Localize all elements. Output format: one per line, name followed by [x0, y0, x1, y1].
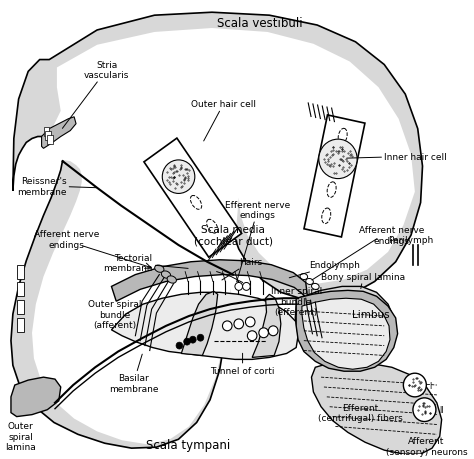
Circle shape: [162, 161, 195, 194]
Polygon shape: [311, 364, 442, 454]
Text: Outer
spiral
lamina: Outer spiral lamina: [5, 421, 36, 451]
Ellipse shape: [300, 274, 308, 280]
Text: Scala vestibuli: Scala vestibuli: [217, 17, 302, 29]
Text: Outer spiral
bundle
(afferent): Outer spiral bundle (afferent): [88, 299, 141, 329]
Polygon shape: [11, 13, 422, 448]
Bar: [47, 135, 53, 145]
Bar: [17, 283, 24, 297]
Text: Perilymph: Perilymph: [388, 235, 434, 244]
Text: Outer hair cell: Outer hair cell: [191, 100, 256, 142]
Circle shape: [176, 342, 183, 349]
Bar: [17, 318, 24, 332]
Text: Efferent nerve
endings: Efferent nerve endings: [225, 200, 291, 282]
Text: Afferent nerve
endings: Afferent nerve endings: [34, 230, 99, 249]
Circle shape: [403, 373, 426, 397]
Text: Scala tympani: Scala tympani: [146, 438, 230, 451]
Polygon shape: [11, 377, 61, 417]
Polygon shape: [32, 29, 415, 444]
Polygon shape: [111, 260, 308, 302]
Text: Endolymph: Endolymph: [289, 261, 360, 278]
Polygon shape: [182, 292, 218, 356]
Polygon shape: [295, 287, 394, 358]
Ellipse shape: [311, 284, 319, 290]
Ellipse shape: [306, 279, 313, 285]
Text: Tunnel of corti: Tunnel of corti: [210, 353, 275, 375]
Text: Limbus: Limbus: [352, 309, 390, 319]
Circle shape: [268, 326, 278, 336]
Text: Efferent
(centrifugal) fibers: Efferent (centrifugal) fibers: [318, 403, 403, 422]
Text: Afferent nerve
endings: Afferent nerve endings: [359, 226, 425, 245]
Polygon shape: [296, 291, 398, 371]
Bar: [46, 131, 51, 141]
Circle shape: [246, 317, 255, 327]
Circle shape: [184, 338, 191, 345]
Polygon shape: [302, 299, 390, 369]
Text: Tectorial
membrane: Tectorial membrane: [103, 253, 188, 273]
Circle shape: [259, 328, 268, 338]
Circle shape: [319, 140, 357, 179]
Circle shape: [190, 336, 196, 343]
Circle shape: [247, 331, 257, 341]
Text: Inner hair cell: Inner hair cell: [347, 152, 447, 162]
Text: Bony spiral lamina: Bony spiral lamina: [321, 273, 405, 289]
Polygon shape: [252, 295, 281, 358]
Bar: [17, 265, 24, 279]
Text: II: II: [439, 405, 443, 414]
Text: Scala media
(cochlear duct): Scala media (cochlear duct): [193, 225, 273, 246]
Text: Inner spiral
bundle
(efferent): Inner spiral bundle (efferent): [271, 287, 322, 316]
Text: Afferent
(sensory) neurons: Afferent (sensory) neurons: [385, 437, 467, 456]
Text: Reissner's
membrane: Reissner's membrane: [17, 177, 96, 196]
Text: I: I: [429, 381, 431, 390]
Polygon shape: [304, 116, 365, 237]
Bar: [17, 301, 24, 314]
Circle shape: [234, 319, 244, 329]
Text: Basilar
membrane: Basilar membrane: [109, 354, 158, 393]
Text: Hairs: Hairs: [222, 257, 262, 280]
Circle shape: [413, 398, 436, 422]
Circle shape: [243, 283, 250, 291]
Polygon shape: [42, 118, 76, 149]
Ellipse shape: [161, 271, 171, 279]
Polygon shape: [111, 293, 298, 359]
Ellipse shape: [155, 265, 164, 273]
Bar: [44, 127, 49, 137]
Circle shape: [235, 283, 243, 291]
Ellipse shape: [167, 276, 176, 284]
Circle shape: [197, 335, 204, 341]
Text: Stria
vascularis: Stria vascularis: [63, 61, 129, 129]
Polygon shape: [144, 139, 242, 257]
Circle shape: [222, 321, 232, 331]
